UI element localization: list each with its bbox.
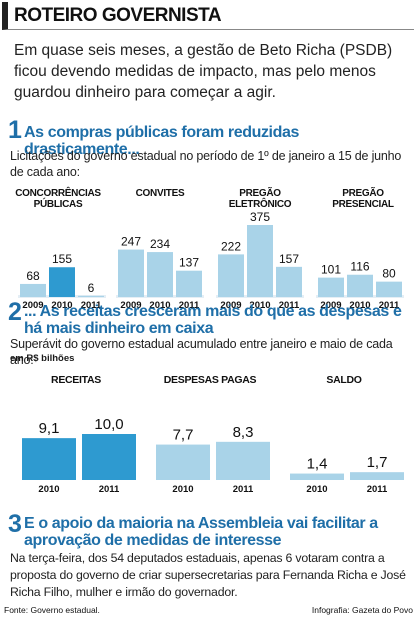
value-label-c2-2-1: 1,7 bbox=[367, 454, 388, 471]
value-label-c1-2-1: 375 bbox=[250, 210, 270, 224]
section-2-number: 2 bbox=[8, 298, 22, 326]
section-3-number: 3 bbox=[8, 510, 22, 538]
tick-label-c1-0-0: 2009 bbox=[22, 300, 43, 311]
bar-c2-1-0 bbox=[156, 444, 210, 480]
footer-credit: Infografia: Gazeta do Povo bbox=[311, 605, 413, 615]
section-1-subtitle: Licitações do governo estadual no períod… bbox=[10, 149, 402, 179]
value-label-c1-0-2: 6 bbox=[88, 281, 95, 295]
bar-c1-3-0 bbox=[318, 277, 344, 297]
section-3-title: E o apoio da maioria na Assembleia vai f… bbox=[24, 515, 378, 549]
bar-c1-1-2 bbox=[176, 270, 202, 297]
page-title: ROTEIRO GOVERNISTA bbox=[14, 5, 222, 26]
tick-label-c1-2-2: 2011 bbox=[279, 300, 300, 311]
bar-c1-0-2 bbox=[78, 295, 104, 297]
tick-label-c1-3-2: 2011 bbox=[379, 300, 400, 311]
section-2-title: ... As receitas cresceram mais do que as… bbox=[24, 303, 402, 337]
section-2-subtitle: Superávit do governo estadual acumulado … bbox=[10, 337, 393, 367]
footer-source: Fonte: Governo estadual. bbox=[4, 605, 100, 615]
chart2-group-label-0: RECEITAS bbox=[51, 374, 101, 386]
chart1-group-label-3: PREGÃO PRESENCIAL bbox=[332, 188, 394, 210]
section-1-number: 1 bbox=[8, 116, 22, 144]
value-label-c1-3-0: 101 bbox=[321, 263, 341, 277]
chart1-group-label-1: CONVITES bbox=[135, 188, 185, 199]
bar-c2-2-1 bbox=[350, 472, 404, 480]
tick-label-c1-1-2: 2011 bbox=[179, 300, 200, 311]
bar-c1-3-2 bbox=[376, 281, 402, 297]
tick-label-c2-1-1: 2011 bbox=[233, 484, 254, 495]
chart-superavit: 9,1 2010 10,0 2011 7,7 2010 8,3 2011 1,4 2010 1,7 2… bbox=[22, 416, 404, 495]
value-label-c2-1-1: 8,3 bbox=[233, 424, 254, 441]
value-label-c1-2-2: 157 bbox=[279, 252, 299, 266]
bar-c1-2-0 bbox=[218, 254, 244, 297]
chart2-group-label-2: SALDO bbox=[326, 374, 362, 386]
bar-c2-1-1 bbox=[216, 441, 270, 480]
value-label-c1-0-0: 68 bbox=[26, 269, 40, 283]
intro-text: Em quase seis meses, a gestão de Beto Ri… bbox=[14, 42, 393, 101]
tick-label-c1-0-1: 2010 bbox=[51, 300, 72, 311]
value-label-c2-0-1: 10,0 bbox=[94, 416, 123, 433]
bar-c1-2-2 bbox=[276, 266, 302, 297]
value-label-c1-0-1: 155 bbox=[52, 252, 72, 266]
section-3-text: Na terça-feira, dos 54 deputados estadua… bbox=[10, 551, 406, 599]
tick-label-c1-2-1: 2010 bbox=[249, 300, 270, 311]
chart2-group-label-1: DESPESAS PAGAS bbox=[163, 374, 257, 386]
bar-c1-2-1 bbox=[247, 225, 273, 297]
value-label-c1-2-0: 222 bbox=[221, 239, 241, 253]
chart-licitacoes: 68 2009 155 2010 6 2011 247 2009 234 2010 137 2011 2… bbox=[18, 210, 404, 311]
bar-c2-0-1 bbox=[82, 434, 136, 480]
tick-label-c1-2-0: 2009 bbox=[220, 300, 241, 311]
tick-label-c1-1-0: 2009 bbox=[120, 300, 141, 311]
value-label-c2-0-0: 9,1 bbox=[39, 420, 60, 437]
bar-c1-3-1 bbox=[347, 274, 373, 297]
chart1-group-label-0: CONCORRÊNCIAS PÚBLICAS bbox=[15, 188, 101, 210]
bar-c1-1-1 bbox=[147, 252, 173, 297]
tick-label-c2-1-0: 2010 bbox=[172, 484, 193, 495]
tick-label-c1-0-2: 2011 bbox=[81, 300, 102, 311]
bar-c2-0-0 bbox=[22, 438, 76, 480]
chart1-group-label-2: PREGÃO ELETRÔNICO bbox=[228, 188, 292, 210]
value-label-c1-3-1: 116 bbox=[350, 260, 369, 274]
tick-label-c2-2-0: 2010 bbox=[306, 484, 327, 495]
tick-label-c2-2-1: 2011 bbox=[367, 484, 388, 495]
value-label-c1-1-0: 247 bbox=[121, 235, 141, 249]
value-label-c1-3-2: 80 bbox=[382, 267, 396, 281]
bar-c1-0-0 bbox=[20, 283, 46, 297]
bar-c1-0-1 bbox=[49, 267, 75, 297]
bar-c2-2-0 bbox=[290, 473, 344, 480]
tick-label-c1-3-0: 2009 bbox=[320, 300, 341, 311]
bar-c1-1-0 bbox=[118, 249, 144, 297]
value-label-c1-1-2: 137 bbox=[179, 256, 199, 270]
value-label-c1-1-1: 234 bbox=[150, 237, 170, 251]
header-bar bbox=[2, 2, 414, 30]
tick-label-c2-0-0: 2010 bbox=[38, 484, 59, 495]
unit-label: em R$ bilhões bbox=[10, 353, 75, 364]
section-1-title: As compras públicas foram reduzidas dras… bbox=[24, 124, 299, 158]
value-label-c2-1-0: 7,7 bbox=[173, 427, 194, 444]
tick-label-c2-0-1: 2011 bbox=[99, 484, 120, 495]
tick-label-c1-3-1: 2010 bbox=[349, 300, 370, 311]
value-label-c2-2-0: 1,4 bbox=[307, 456, 328, 473]
tick-label-c1-1-1: 2010 bbox=[149, 300, 170, 311]
